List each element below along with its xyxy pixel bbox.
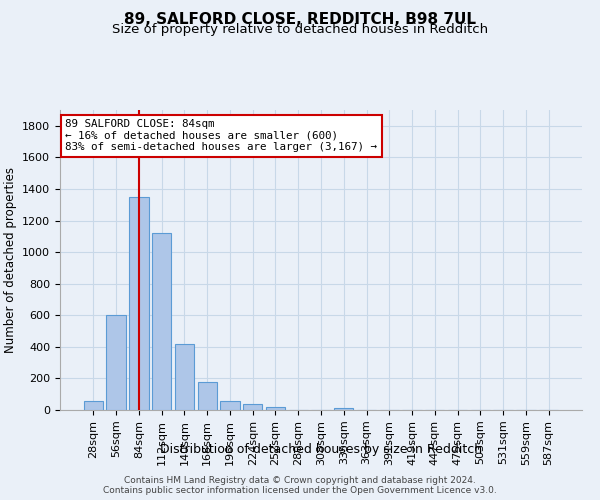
Y-axis label: Number of detached properties: Number of detached properties <box>4 167 17 353</box>
Bar <box>243 404 262 410</box>
Text: Size of property relative to detached houses in Redditch: Size of property relative to detached ho… <box>112 22 488 36</box>
Bar <box>129 197 149 410</box>
Bar <box>197 382 217 410</box>
Bar <box>175 344 194 410</box>
Bar <box>266 407 285 410</box>
Bar <box>220 400 239 410</box>
Text: Contains public sector information licensed under the Open Government Licence v3: Contains public sector information licen… <box>103 486 497 495</box>
Text: 89, SALFORD CLOSE, REDDITCH, B98 7UL: 89, SALFORD CLOSE, REDDITCH, B98 7UL <box>124 12 476 28</box>
Text: 89 SALFORD CLOSE: 84sqm
← 16% of detached houses are smaller (600)
83% of semi-d: 89 SALFORD CLOSE: 84sqm ← 16% of detache… <box>65 119 377 152</box>
Bar <box>106 316 126 410</box>
Bar <box>84 402 103 410</box>
Bar <box>334 408 353 410</box>
Text: Contains HM Land Registry data © Crown copyright and database right 2024.: Contains HM Land Registry data © Crown c… <box>124 476 476 485</box>
Text: Distribution of detached houses by size in Redditch: Distribution of detached houses by size … <box>160 442 482 456</box>
Bar <box>152 233 172 410</box>
